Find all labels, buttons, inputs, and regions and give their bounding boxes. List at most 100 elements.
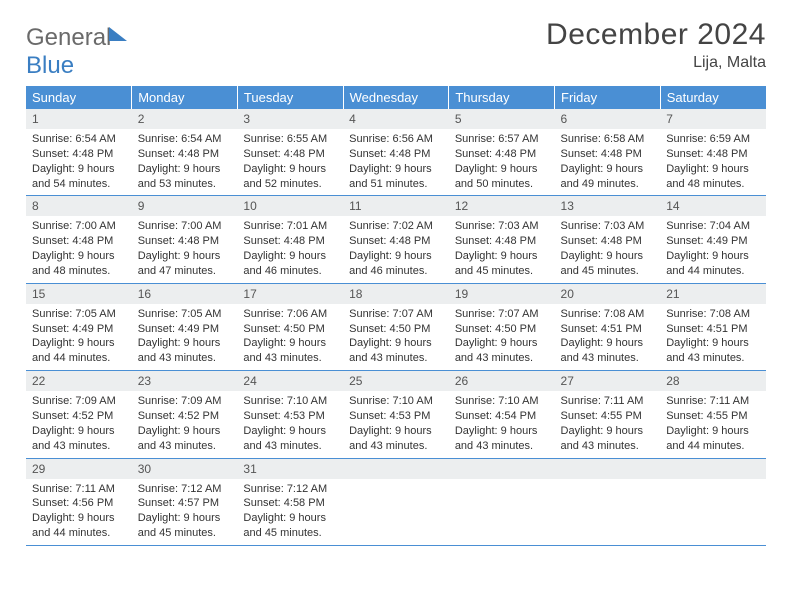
sunset-text: Sunset: 4:48 PM: [455, 147, 549, 162]
day-number: 10: [237, 196, 343, 216]
day-number: 24: [237, 371, 343, 391]
sunset-text: Sunset: 4:51 PM: [666, 322, 760, 337]
day-details: Sunrise: 7:06 AMSunset: 4:50 PMDaylight:…: [237, 304, 343, 370]
sunrise-text: Sunrise: 7:06 AM: [243, 307, 337, 322]
sunset-text: Sunset: 4:48 PM: [138, 234, 232, 249]
day-number: 28: [660, 371, 766, 391]
day-number: 2: [132, 109, 238, 129]
calendar-week-row: 1Sunrise: 6:54 AMSunset: 4:48 PMDaylight…: [26, 109, 766, 196]
day-details: Sunrise: 7:07 AMSunset: 4:50 PMDaylight:…: [449, 304, 555, 370]
daylight-text: Daylight: 9 hours and 50 minutes.: [455, 162, 549, 192]
daylight-text: Daylight: 9 hours and 44 minutes.: [666, 424, 760, 454]
daylight-text: Daylight: 9 hours and 44 minutes.: [32, 511, 126, 541]
daylight-text: Daylight: 9 hours and 43 minutes.: [349, 424, 443, 454]
daylight-text: Daylight: 9 hours and 45 minutes.: [138, 511, 232, 541]
daylight-text: Daylight: 9 hours and 53 minutes.: [138, 162, 232, 192]
daylight-text: Daylight: 9 hours and 48 minutes.: [32, 249, 126, 279]
day-details: Sunrise: 7:11 AMSunset: 4:56 PMDaylight:…: [26, 479, 132, 545]
day-number-empty: [343, 459, 449, 479]
day-details: Sunrise: 7:00 AMSunset: 4:48 PMDaylight:…: [132, 216, 238, 282]
sunrise-text: Sunrise: 7:10 AM: [349, 394, 443, 409]
sunset-text: Sunset: 4:48 PM: [32, 234, 126, 249]
calendar-day-cell: 20Sunrise: 7:08 AMSunset: 4:51 PMDayligh…: [555, 283, 661, 370]
daylight-text: Daylight: 9 hours and 43 minutes.: [349, 336, 443, 366]
calendar-body: 1Sunrise: 6:54 AMSunset: 4:48 PMDaylight…: [26, 109, 766, 545]
calendar-day-cell: 18Sunrise: 7:07 AMSunset: 4:50 PMDayligh…: [343, 283, 449, 370]
day-number: 12: [449, 196, 555, 216]
sunrise-text: Sunrise: 7:09 AM: [32, 394, 126, 409]
sunset-text: Sunset: 4:50 PM: [349, 322, 443, 337]
day-details: Sunrise: 6:55 AMSunset: 4:48 PMDaylight:…: [237, 129, 343, 195]
daylight-text: Daylight: 9 hours and 47 minutes.: [138, 249, 232, 279]
day-number: 4: [343, 109, 449, 129]
day-details: Sunrise: 6:54 AMSunset: 4:48 PMDaylight:…: [26, 129, 132, 195]
calendar-header-row: Sunday Monday Tuesday Wednesday Thursday…: [26, 86, 766, 109]
day-number: 31: [237, 459, 343, 479]
day-number: 21: [660, 284, 766, 304]
daylight-text: Daylight: 9 hours and 52 minutes.: [243, 162, 337, 192]
day-details: Sunrise: 7:02 AMSunset: 4:48 PMDaylight:…: [343, 216, 449, 282]
calendar-day-cell: 29Sunrise: 7:11 AMSunset: 4:56 PMDayligh…: [26, 458, 132, 545]
calendar-day-cell: 19Sunrise: 7:07 AMSunset: 4:50 PMDayligh…: [449, 283, 555, 370]
day-number: 30: [132, 459, 238, 479]
calendar-day-cell: 21Sunrise: 7:08 AMSunset: 4:51 PMDayligh…: [660, 283, 766, 370]
calendar-page: General Blue December 2024 Lija, Malta S…: [0, 0, 792, 564]
calendar-day-cell: 26Sunrise: 7:10 AMSunset: 4:54 PMDayligh…: [449, 371, 555, 458]
day-details: Sunrise: 7:10 AMSunset: 4:53 PMDaylight:…: [237, 391, 343, 457]
sunset-text: Sunset: 4:55 PM: [666, 409, 760, 424]
sunrise-text: Sunrise: 7:11 AM: [561, 394, 655, 409]
day-details: Sunrise: 7:11 AMSunset: 4:55 PMDaylight:…: [660, 391, 766, 457]
sunset-text: Sunset: 4:49 PM: [32, 322, 126, 337]
daylight-text: Daylight: 9 hours and 48 minutes.: [666, 162, 760, 192]
day-number: 27: [555, 371, 661, 391]
calendar-day-cell: 17Sunrise: 7:06 AMSunset: 4:50 PMDayligh…: [237, 283, 343, 370]
day-details: Sunrise: 7:07 AMSunset: 4:50 PMDaylight:…: [343, 304, 449, 370]
daylight-text: Daylight: 9 hours and 46 minutes.: [243, 249, 337, 279]
daylight-text: Daylight: 9 hours and 43 minutes.: [561, 336, 655, 366]
day-details: Sunrise: 7:08 AMSunset: 4:51 PMDaylight:…: [555, 304, 661, 370]
sunrise-text: Sunrise: 7:12 AM: [138, 482, 232, 497]
sunrise-text: Sunrise: 7:01 AM: [243, 219, 337, 234]
logo-text: General Blue: [26, 24, 127, 80]
sunset-text: Sunset: 4:58 PM: [243, 496, 337, 511]
sunrise-text: Sunrise: 7:04 AM: [666, 219, 760, 234]
calendar-day-cell: 8Sunrise: 7:00 AMSunset: 4:48 PMDaylight…: [26, 196, 132, 283]
day-details: Sunrise: 7:05 AMSunset: 4:49 PMDaylight:…: [132, 304, 238, 370]
day-number: 25: [343, 371, 449, 391]
weekday-header: Thursday: [449, 86, 555, 109]
day-details: Sunrise: 6:58 AMSunset: 4:48 PMDaylight:…: [555, 129, 661, 195]
sunrise-text: Sunrise: 6:56 AM: [349, 132, 443, 147]
sunrise-text: Sunrise: 7:11 AM: [666, 394, 760, 409]
sunrise-text: Sunrise: 7:10 AM: [243, 394, 337, 409]
daylight-text: Daylight: 9 hours and 43 minutes.: [243, 424, 337, 454]
day-number: 20: [555, 284, 661, 304]
day-number: 26: [449, 371, 555, 391]
daylight-text: Daylight: 9 hours and 43 minutes.: [138, 336, 232, 366]
day-number: 19: [449, 284, 555, 304]
calendar-day-cell: 1Sunrise: 6:54 AMSunset: 4:48 PMDaylight…: [26, 109, 132, 196]
day-details: Sunrise: 7:05 AMSunset: 4:49 PMDaylight:…: [26, 304, 132, 370]
daylight-text: Daylight: 9 hours and 43 minutes.: [138, 424, 232, 454]
day-details: Sunrise: 6:57 AMSunset: 4:48 PMDaylight:…: [449, 129, 555, 195]
sunset-text: Sunset: 4:48 PM: [32, 147, 126, 162]
sunrise-text: Sunrise: 6:57 AM: [455, 132, 549, 147]
day-number: 9: [132, 196, 238, 216]
calendar-week-row: 29Sunrise: 7:11 AMSunset: 4:56 PMDayligh…: [26, 458, 766, 545]
daylight-text: Daylight: 9 hours and 45 minutes.: [243, 511, 337, 541]
day-number-empty: [555, 459, 661, 479]
calendar-week-row: 8Sunrise: 7:00 AMSunset: 4:48 PMDaylight…: [26, 196, 766, 283]
sunset-text: Sunset: 4:51 PM: [561, 322, 655, 337]
day-number: 3: [237, 109, 343, 129]
sunrise-text: Sunrise: 6:58 AM: [561, 132, 655, 147]
sunrise-text: Sunrise: 7:00 AM: [32, 219, 126, 234]
sunrise-text: Sunrise: 7:10 AM: [455, 394, 549, 409]
sunrise-text: Sunrise: 6:54 AM: [32, 132, 126, 147]
daylight-text: Daylight: 9 hours and 44 minutes.: [666, 249, 760, 279]
sunrise-text: Sunrise: 6:55 AM: [243, 132, 337, 147]
sunset-text: Sunset: 4:53 PM: [243, 409, 337, 424]
day-details: Sunrise: 7:09 AMSunset: 4:52 PMDaylight:…: [132, 391, 238, 457]
sunset-text: Sunset: 4:55 PM: [561, 409, 655, 424]
sunset-text: Sunset: 4:53 PM: [349, 409, 443, 424]
calendar-day-cell: 24Sunrise: 7:10 AMSunset: 4:53 PMDayligh…: [237, 371, 343, 458]
day-number: 17: [237, 284, 343, 304]
